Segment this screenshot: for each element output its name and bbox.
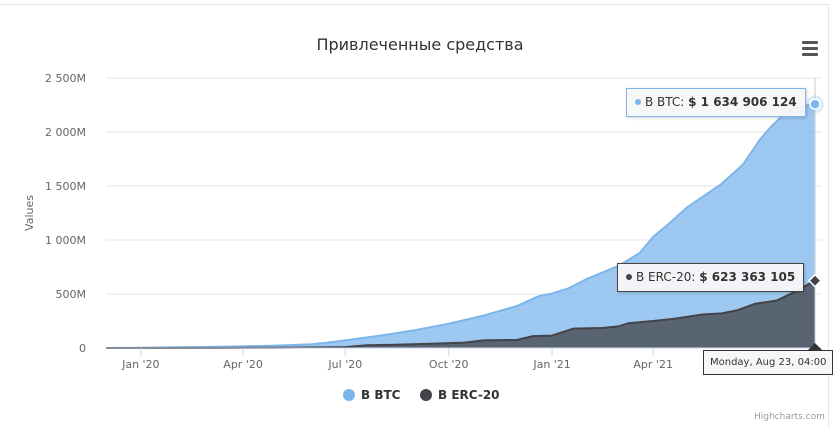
tooltip-date: Monday, Aug 23, 04:00 — [703, 350, 834, 375]
x-tick-label: Apr '20 — [223, 358, 263, 371]
y-tick-label: 1 500M — [45, 180, 86, 193]
tooltip-btc-series: В BTC — [645, 95, 681, 109]
line-series-btc — [105, 103, 816, 349]
point-marker-btc[interactable] — [809, 98, 821, 110]
tooltip-btc-value: $ 1 634 906 124 — [688, 95, 797, 109]
y-axis-title: Values — [23, 195, 36, 231]
tooltip-btc: В BTC: $ 1 634 906 124 — [626, 88, 806, 117]
tooltip-erc-value: $ 623 363 105 — [699, 270, 796, 284]
x-tick-label: Jul '20 — [327, 358, 362, 371]
series-dot-icon — [626, 274, 632, 280]
marker-layer — [806, 78, 824, 348]
y-tick-label: 0 — [79, 342, 86, 355]
series-dot-icon — [635, 99, 641, 105]
y-tick-label: 500M — [56, 288, 87, 301]
line-series-erc — [106, 279, 816, 349]
point-marker-erc[interactable] — [807, 273, 823, 288]
tooltip-date-arrow — [808, 343, 822, 350]
legend-symbol-icon — [343, 389, 355, 401]
legend: В BTC В ERC-20 — [0, 388, 838, 404]
legend-symbol-icon — [420, 389, 432, 401]
area-series-btc[interactable] — [106, 104, 815, 348]
y-tick-label: 1 000M — [45, 234, 86, 247]
x-tick-label: Apr '21 — [633, 358, 673, 371]
export-menu-icon[interactable] — [800, 38, 822, 58]
tooltip-erc-series: В ERC-20 — [636, 270, 692, 284]
right-divider — [828, 4, 829, 428]
x-tick-label: Oct '20 — [429, 358, 469, 371]
x-tick-label: Jan '20 — [121, 358, 159, 371]
legend-item-btc[interactable]: В BTC — [343, 388, 400, 402]
top-divider — [0, 4, 828, 5]
x-tick-label: Jan '21 — [532, 358, 570, 371]
tooltip-erc: В ERC-20: $ 623 363 105 — [617, 263, 805, 292]
series-layer — [105, 103, 816, 349]
area-series-erc[interactable] — [106, 280, 815, 348]
axis-layer: 0 500M 1 000M 1 500M 2 000M 2 500M Jan '20 Apr … — [45, 72, 822, 371]
y-tick-label: 2 500M — [45, 72, 86, 85]
y-tick-label: 2 000M — [45, 126, 86, 139]
legend-label-btc: В BTC — [361, 388, 401, 402]
credits-link[interactable]: Highcharts.com — [754, 412, 825, 422]
legend-label-erc: В ERC-20 — [438, 388, 500, 402]
legend-item-erc[interactable]: В ERC-20 — [420, 388, 500, 402]
chart-title: Привлеченные средства — [316, 35, 523, 54]
